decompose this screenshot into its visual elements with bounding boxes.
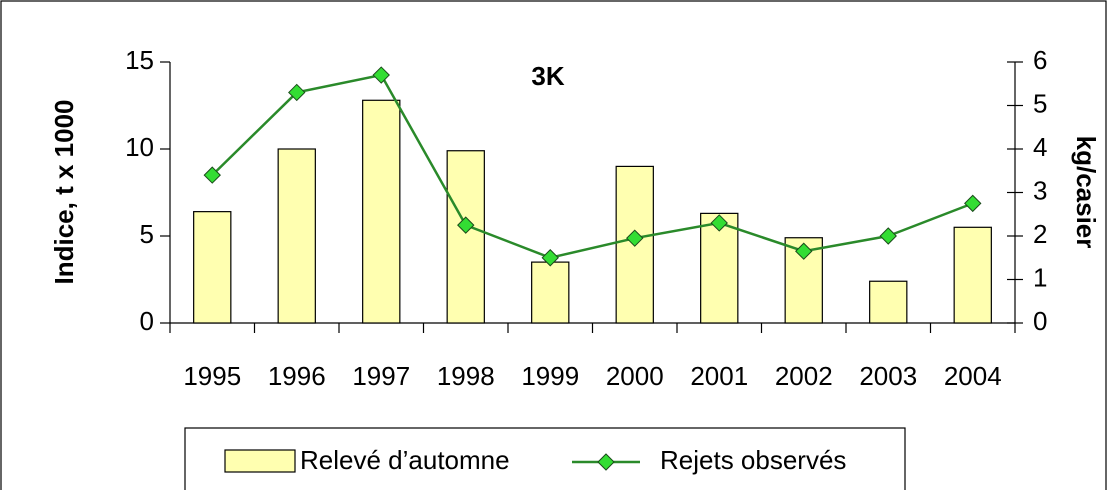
marker — [203, 166, 221, 184]
y2-tick-label: 4 — [1033, 132, 1047, 162]
x-tick-label: 2003 — [859, 361, 917, 391]
x-tick-label: 1995 — [183, 361, 241, 391]
marker — [457, 216, 475, 234]
bar — [362, 99, 401, 324]
x-tick-label: 1996 — [268, 361, 326, 391]
y2-tick-label: 2 — [1033, 219, 1047, 249]
y-tick-label: 0 — [140, 306, 154, 336]
marker — [541, 249, 559, 267]
marker — [626, 229, 644, 247]
x-tick-label: 1999 — [521, 361, 579, 391]
y2-tick-label: 0 — [1033, 306, 1047, 336]
y2-tick-label: 6 — [1033, 45, 1047, 75]
chart-title: 3K — [531, 61, 564, 91]
marker — [795, 242, 813, 260]
legend-swatch — [597, 453, 615, 471]
legend-box — [184, 427, 906, 490]
y2-tick-label: 1 — [1033, 262, 1047, 292]
y2-tick-label: 5 — [1033, 88, 1047, 118]
y-tick-label: 15 — [125, 45, 154, 75]
y-tick-label: 5 — [140, 219, 154, 249]
x-tick-label: 1997 — [352, 361, 410, 391]
x-tick-label: 2000 — [606, 361, 664, 391]
marker — [372, 66, 390, 84]
y-tick-label: 10 — [125, 132, 154, 162]
y2-axis-label: kg/casier — [1071, 136, 1101, 249]
bar — [446, 150, 485, 324]
line — [211, 73, 974, 260]
bar — [700, 212, 739, 324]
x-tick-label: 2004 — [944, 361, 1002, 391]
bar — [277, 148, 316, 324]
bar — [869, 280, 908, 324]
legend-swatch — [224, 449, 296, 473]
bar — [531, 261, 570, 324]
marker — [710, 214, 728, 232]
x-tick-label: 2001 — [690, 361, 748, 391]
legend-label: Rejets observés — [660, 445, 846, 475]
bar — [953, 226, 992, 324]
y2-tick-label: 3 — [1033, 175, 1047, 205]
legend-label: Relevé d’automne — [300, 445, 510, 475]
x-tick-label: 2002 — [775, 361, 833, 391]
bar — [193, 211, 232, 324]
marker — [879, 227, 897, 245]
marker — [288, 83, 306, 102]
x-tick-label: 1998 — [437, 361, 495, 391]
marker — [964, 194, 982, 213]
y-axis-label: Indice, t x 1000 — [49, 100, 79, 285]
